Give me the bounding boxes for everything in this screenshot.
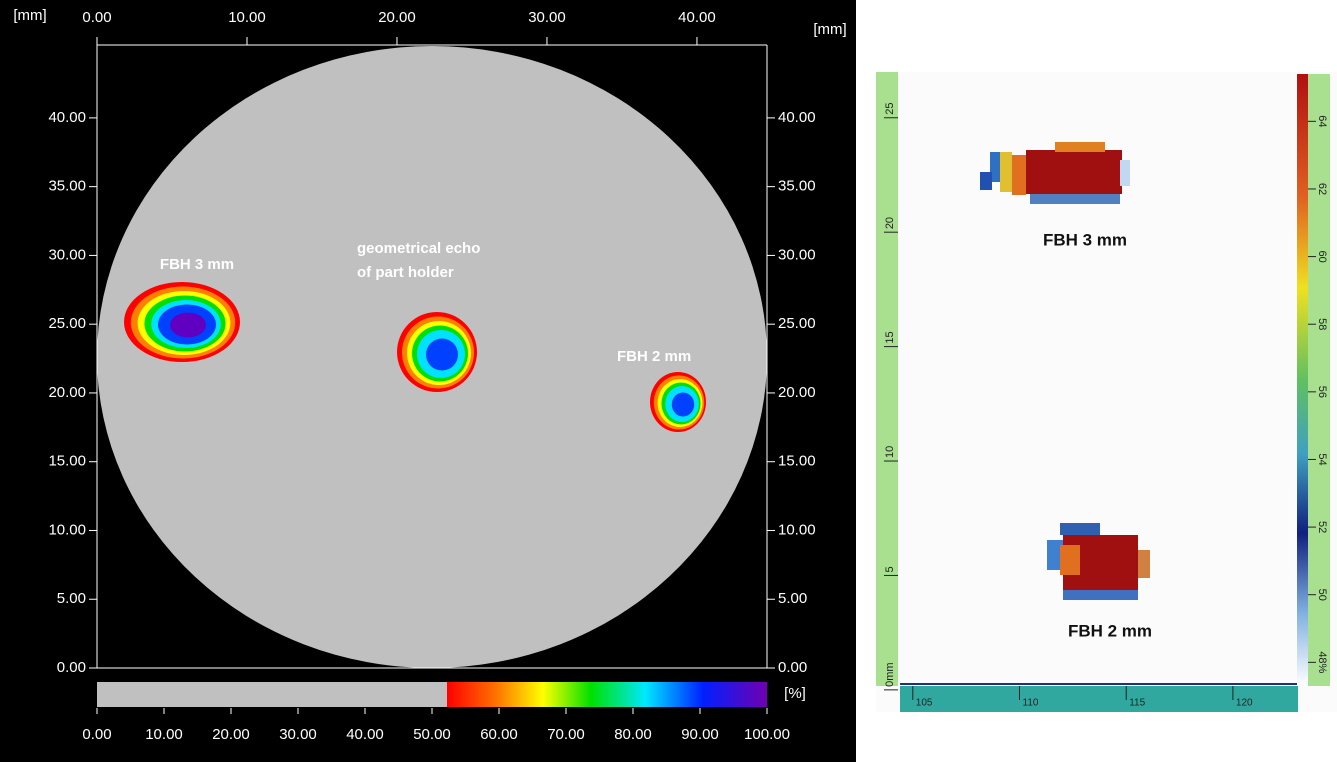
x-tick-label: 110 xyxy=(1023,698,1039,709)
indication xyxy=(1012,155,1026,195)
colorbar-tick-label: 30.00 xyxy=(279,726,317,743)
colorbar-tick-label: 10.00 xyxy=(145,726,183,743)
colorbar-tick-label: 64 xyxy=(1316,115,1328,127)
x-tick-label: 10.00 xyxy=(228,9,266,26)
colorbar-tick-label: 50.00 xyxy=(413,726,451,743)
y-tick-label: 10.00 xyxy=(48,521,86,538)
colorbar-tick-label: 70.00 xyxy=(547,726,585,743)
colorbar-tick-label: 58 xyxy=(1316,318,1328,330)
indication xyxy=(1120,160,1130,186)
indication xyxy=(1063,590,1138,600)
x-tick-label: 40.00 xyxy=(678,9,716,26)
colorbar-tick-label: 80.00 xyxy=(614,726,652,743)
y-tick-label: 40.00 xyxy=(48,109,86,126)
annotation: FBH 2 mm xyxy=(1068,621,1152,640)
y-tick-label: 15.00 xyxy=(778,453,816,470)
indication xyxy=(170,313,206,338)
indication xyxy=(1138,550,1150,578)
indication xyxy=(1055,142,1105,152)
colorbar-scale xyxy=(1297,74,1308,686)
indication xyxy=(426,339,458,371)
annotation: FBH 3 mm xyxy=(1043,230,1127,249)
y-tick-label: 5.00 xyxy=(57,590,86,607)
colorbar-tick-label: 90.00 xyxy=(681,726,719,743)
y-tick-label: 0.00 xyxy=(778,659,807,676)
right-panel: FBH 3 mm FBH 2 mm 105 110 115 120 0mm 5 10 15 20… xyxy=(876,72,1337,712)
y-tick-label: 25.00 xyxy=(48,315,86,332)
unit-label: [%] xyxy=(784,685,806,702)
colorbar-tick-label: 60 xyxy=(1316,250,1328,262)
y-tick-label: 5.00 xyxy=(778,590,807,607)
y-tick-label: 15 xyxy=(884,331,896,343)
unit-label: [mm] xyxy=(813,21,846,38)
y-tick-label: 0.00 xyxy=(57,659,86,676)
screenshot: [mm] [mm] [%] FBH 3 mm geometrical echo … xyxy=(0,0,1337,762)
colorbar-tick-label: 56 xyxy=(1316,386,1328,398)
y-tick-label: 5 xyxy=(884,566,896,572)
y-tick-label: 10.00 xyxy=(778,521,816,538)
colorbar-tick-label: 62 xyxy=(1316,183,1328,195)
colorbar-tick-label: 50 xyxy=(1316,589,1328,601)
indication xyxy=(1060,545,1080,575)
colorbar-tick-label: 60.00 xyxy=(480,726,518,743)
indication xyxy=(672,393,694,417)
x-tick-label: 20.00 xyxy=(378,9,416,26)
colorbar-tick-label: 0.00 xyxy=(82,726,111,743)
indication xyxy=(1000,152,1012,192)
y-tick-label: 35.00 xyxy=(778,178,816,195)
colorbar-tick-label: 100.00 xyxy=(744,726,790,743)
y-tick-label: 25.00 xyxy=(778,315,816,332)
indication xyxy=(1030,194,1120,204)
colorbar-tick-label: 52 xyxy=(1316,521,1328,533)
y-tick-label: 20 xyxy=(884,217,896,229)
left-panel: [mm] [mm] [%] FBH 3 mm geometrical echo … xyxy=(0,0,856,762)
y-tick-label: 25 xyxy=(884,103,896,115)
y-tick-label: 30.00 xyxy=(48,246,86,263)
x-tick-label: 115 xyxy=(1129,698,1145,709)
x-tick-label: 105 xyxy=(916,698,933,709)
colorbar-tick-label: 48% xyxy=(1316,651,1328,673)
unit-label: [mm] xyxy=(13,7,46,24)
x-tick-label: 120 xyxy=(1236,698,1253,709)
annotation: FBH 2 mm xyxy=(617,348,691,365)
y-tick-label: 15.00 xyxy=(48,453,86,470)
y-tick-label: 30.00 xyxy=(778,246,816,263)
y-tick-label: 40.00 xyxy=(778,109,816,126)
ruler xyxy=(876,72,898,686)
y-tick-label: 35.00 xyxy=(48,178,86,195)
x-tick-label: 30.00 xyxy=(528,9,566,26)
annotation: FBH 3 mm xyxy=(160,256,234,273)
indication xyxy=(980,172,992,190)
colorbar-tick-label: 54 xyxy=(1316,453,1328,465)
indication xyxy=(1060,523,1100,535)
y-tick-label: 0mm xyxy=(884,662,896,686)
y-tick-label: 10 xyxy=(884,446,896,458)
colorbar-tick-label: 20.00 xyxy=(212,726,250,743)
annotation: of part holder xyxy=(357,264,454,281)
annotation: geometrical echo xyxy=(357,240,480,257)
colorbar-tick-label: 40.00 xyxy=(346,726,384,743)
y-tick-label: 20.00 xyxy=(48,384,86,401)
indication xyxy=(1026,150,1122,194)
colorbar-scale xyxy=(447,682,767,707)
y-tick-label: 20.00 xyxy=(778,384,816,401)
x-tick-label: 0.00 xyxy=(82,9,111,26)
